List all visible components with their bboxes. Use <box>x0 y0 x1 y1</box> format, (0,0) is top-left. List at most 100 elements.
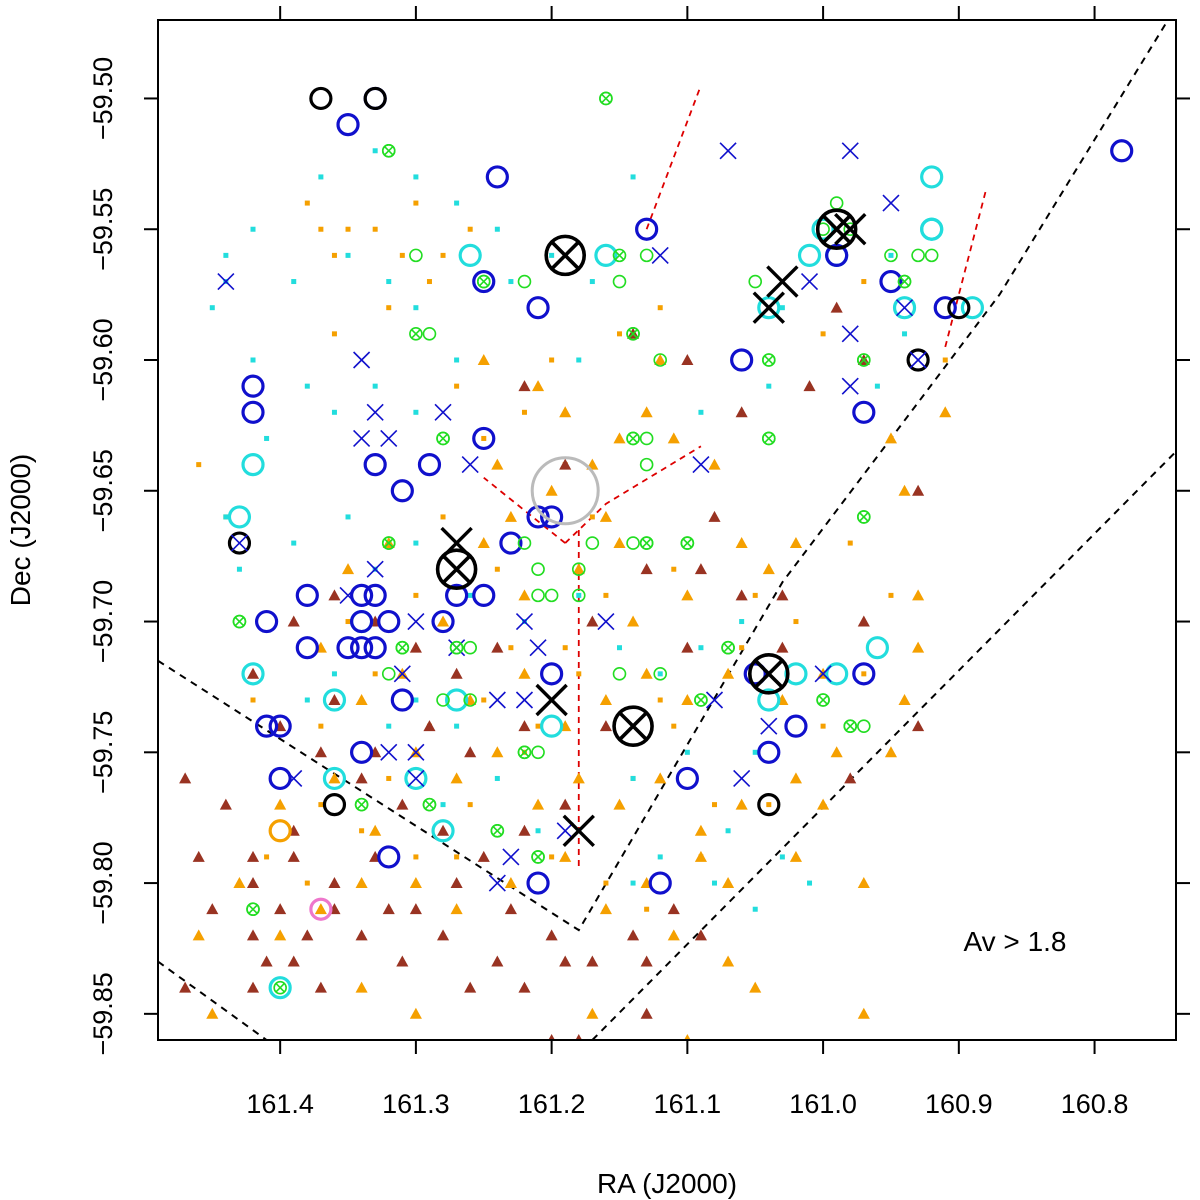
black-open-circles-point <box>906 348 930 372</box>
cyan-small-squares-point <box>209 305 215 311</box>
orange-triangles-point <box>504 510 517 522</box>
blue-crosses-point <box>515 691 534 709</box>
orange-triangles-point <box>491 746 504 758</box>
orange-triangles-point <box>545 484 558 496</box>
cyan-open-circles-point <box>920 217 944 241</box>
green-crossed-markers-point <box>694 693 708 707</box>
black-circled-crosses-point <box>544 234 587 277</box>
y-axis-title: Dec (J2000) <box>5 454 36 607</box>
black-large-crosses-point <box>562 814 595 847</box>
brown-triangles-point <box>681 353 694 365</box>
blue-open-circles-point <box>730 348 754 372</box>
orange-small-squares-point <box>644 906 650 912</box>
cyan-small-squares-point <box>766 383 772 389</box>
brown-triangles-point <box>599 720 612 732</box>
red-dashed-line <box>944 189 987 348</box>
brown-triangles-point <box>735 589 748 601</box>
green-open-circles-point <box>531 745 545 760</box>
orange-triangles-point <box>613 798 626 810</box>
brown-triangles-point <box>314 746 327 758</box>
blue-open-circles-point <box>825 243 849 267</box>
orange-small-squares-point <box>766 802 772 808</box>
green-crossed-markers-point <box>395 640 410 655</box>
orange-triangles-point <box>789 850 802 862</box>
cyan-small-squares-point <box>454 200 460 206</box>
orange-triangles-point <box>355 693 368 705</box>
blue-open-circles-point <box>254 609 279 634</box>
brown-triangles-point <box>667 903 680 915</box>
orange-small-squares-point <box>454 383 460 389</box>
orange-small-squares-point <box>345 226 351 232</box>
blue-open-circles-point <box>485 165 509 189</box>
orange-triangles-point <box>830 746 843 758</box>
cyan-open-circles-point <box>241 662 265 686</box>
black-large-crosses-point <box>766 265 799 298</box>
orange-triangles-point <box>274 798 287 810</box>
orange-small-squares-point <box>481 435 487 441</box>
orange-small-squares-point <box>399 252 405 258</box>
blue-crosses-point <box>407 612 425 631</box>
brown-triangles-point <box>328 589 341 601</box>
blue-open-circles-point <box>635 217 659 241</box>
brown-triangles-point <box>287 615 300 627</box>
green-crossed-markers-point <box>490 823 505 838</box>
green-crossed-markers-point <box>761 353 776 367</box>
orange-triangles-point <box>735 537 748 549</box>
blue-crosses-point <box>841 142 859 160</box>
green-open-circles-point <box>531 588 545 603</box>
x-tick-label: 161.4 <box>246 1089 314 1119</box>
blue-crosses-point <box>366 560 384 578</box>
blue-open-circles-point <box>472 426 496 451</box>
blue-crosses-point <box>393 665 411 683</box>
orange-small-squares-point <box>345 619 351 625</box>
orange-triangles-point <box>749 981 762 993</box>
orange-small-squares-point <box>318 723 324 729</box>
green-crossed-markers-point <box>232 614 247 629</box>
green-open-circles-point <box>463 640 477 655</box>
boundary-dashed-line <box>158 960 268 1040</box>
green-open-circles-point <box>517 536 532 550</box>
cyan-open-circles-point <box>825 662 849 686</box>
orange-triangles-point <box>409 877 422 889</box>
orange-small-squares-point <box>657 697 663 703</box>
orange-small-squares-point <box>467 226 473 232</box>
orange-triangles-point <box>708 458 721 470</box>
blue-open-circles-point <box>431 609 455 634</box>
orange-triangles-point <box>559 406 572 418</box>
orange-small-squares-point <box>576 671 582 677</box>
green-crossed-markers-point <box>843 719 858 733</box>
cyan-small-squares-point <box>386 279 392 285</box>
orange-triangles-point <box>504 877 517 889</box>
green-crossed-markers-point <box>449 640 464 655</box>
cyan-open-circles-point <box>268 976 292 1000</box>
orange-triangles-point <box>328 772 341 784</box>
blue-open-circles-point <box>350 609 374 634</box>
green-open-circles-point <box>884 248 898 263</box>
cyan-small-squares-point <box>712 880 718 886</box>
black-large-crosses-point <box>752 291 786 324</box>
brown-triangles-point <box>518 380 531 392</box>
green-open-circles-point <box>612 667 627 681</box>
orange-triangles-point <box>572 563 585 575</box>
orange-triangles-point <box>586 1007 599 1019</box>
orange-triangles-point <box>355 981 368 993</box>
orange-triangles-point <box>640 406 653 418</box>
orange-triangles-point <box>314 903 327 915</box>
brown-triangles-point <box>246 850 260 862</box>
blue-crosses-point <box>461 456 479 474</box>
orange-triangles-point <box>762 563 775 575</box>
orange-small-squares-point <box>589 514 595 520</box>
brown-triangles-point <box>409 641 422 653</box>
cyan-small-squares-point <box>250 357 256 363</box>
dashed-lines-layer <box>158 20 1176 1040</box>
orange-small-squares-point <box>535 723 541 729</box>
cyan-small-squares-point <box>413 409 419 415</box>
brown-triangles-point <box>423 720 436 732</box>
cyan-small-squares-point <box>236 566 242 572</box>
blue-open-circles-point <box>499 531 523 555</box>
orange-small-squares-point <box>413 592 419 598</box>
orange-small-squares-point <box>549 854 555 860</box>
orange-triangles-point <box>613 432 626 444</box>
